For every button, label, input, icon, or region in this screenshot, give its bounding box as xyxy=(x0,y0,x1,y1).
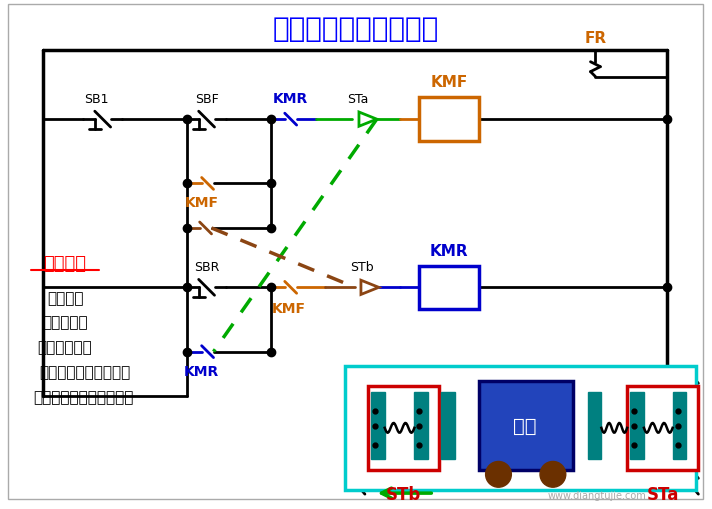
Bar xyxy=(673,392,686,459)
Text: 自动往复运动控制电路: 自动往复运动控制电路 xyxy=(273,15,439,43)
Bar xyxy=(345,367,696,490)
Text: STa: STa xyxy=(646,485,679,503)
Circle shape xyxy=(486,462,511,487)
Text: SBF: SBF xyxy=(194,93,219,106)
Circle shape xyxy=(540,462,566,487)
Text: KMR: KMR xyxy=(430,243,468,258)
Text: SB1: SB1 xyxy=(85,93,109,106)
Text: KMF: KMF xyxy=(272,302,305,316)
Text: KMR: KMR xyxy=(184,364,219,378)
Bar xyxy=(478,382,572,470)
Bar xyxy=(414,392,428,459)
Text: 关键措施: 关键措施 xyxy=(43,254,87,272)
Text: KMF: KMF xyxy=(430,75,468,90)
Bar xyxy=(587,392,602,459)
Text: 开关。正向运: 开关。正向运 xyxy=(38,340,93,354)
Text: KMR: KMR xyxy=(273,92,308,106)
Text: STb: STb xyxy=(350,261,374,274)
Text: STa: STa xyxy=(347,93,369,106)
Bar xyxy=(627,386,698,470)
Text: 行停车的同时，自动起: 行停车的同时，自动起 xyxy=(39,364,130,379)
Text: SBR: SBR xyxy=(194,261,219,274)
Text: 采用复合式: 采用复合式 xyxy=(42,315,88,330)
Text: STb: STb xyxy=(386,485,421,503)
Text: FR: FR xyxy=(585,32,607,46)
Bar xyxy=(441,392,455,459)
Text: 电机: 电机 xyxy=(513,416,537,436)
Bar xyxy=(371,392,384,459)
Bar xyxy=(368,386,439,470)
Bar xyxy=(630,392,644,459)
Bar xyxy=(419,98,478,142)
Text: 动反向运行；反之亦然。: 动反向运行；反之亦然。 xyxy=(33,389,134,404)
Text: 限位开关: 限位开关 xyxy=(47,290,83,305)
Bar xyxy=(419,266,478,309)
Text: www.diangtujie.com: www.diangtujie.com xyxy=(548,490,646,500)
Text: KMF: KMF xyxy=(184,196,219,210)
